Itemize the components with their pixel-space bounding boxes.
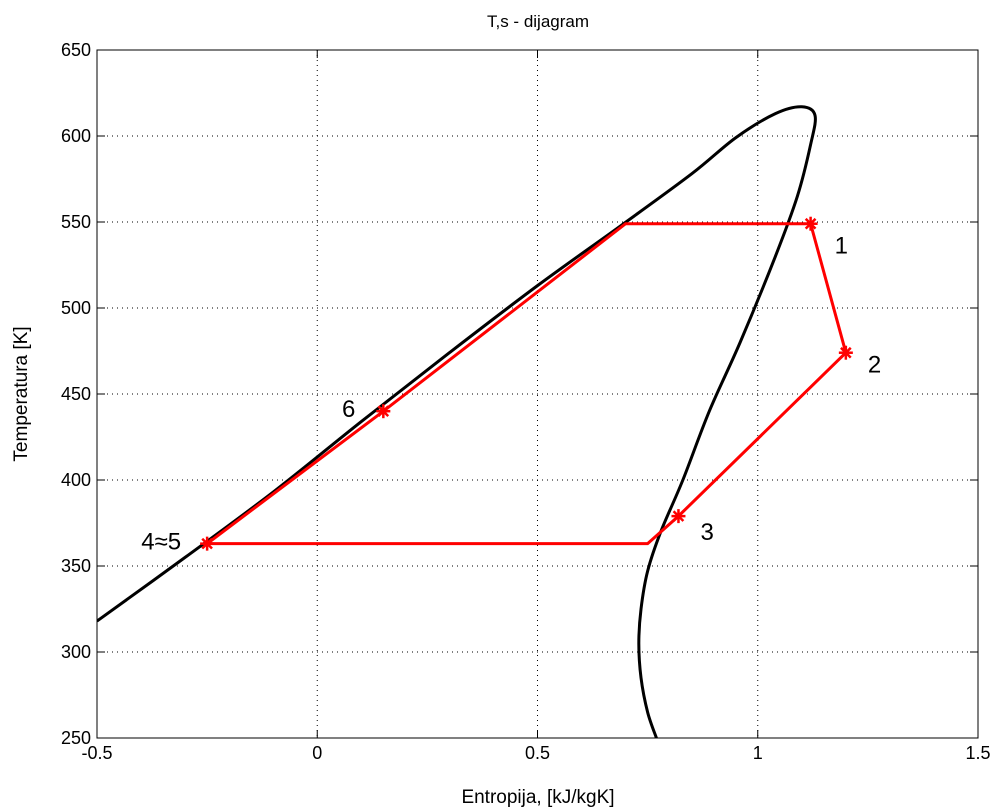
point-label: 3 bbox=[700, 519, 713, 546]
x-tick-label: 1.5 bbox=[965, 743, 990, 763]
y-tick-label: 650 bbox=[61, 40, 91, 60]
marker-stroke bbox=[377, 405, 390, 417]
marker-stroke bbox=[804, 217, 817, 230]
x-tick-label: 0.5 bbox=[525, 743, 550, 763]
grid bbox=[97, 50, 978, 738]
y-tick-label: 250 bbox=[61, 728, 91, 748]
saturation-curve-line bbox=[97, 105, 817, 738]
point-marker bbox=[838, 345, 853, 360]
x-tick-label: 1 bbox=[753, 743, 763, 763]
x-axis-title: Entropija, [kJ/kgK] bbox=[461, 787, 614, 808]
point-label: 2 bbox=[868, 352, 881, 379]
x-tick-label: 0 bbox=[312, 743, 322, 763]
chart-title: T,s - dijagram bbox=[487, 12, 589, 31]
point-marker bbox=[803, 216, 818, 231]
y-tick-label: 300 bbox=[61, 642, 91, 662]
marker-stroke bbox=[201, 537, 213, 550]
point-label: 6 bbox=[342, 396, 355, 423]
point-label: 4≈5 bbox=[141, 529, 181, 556]
y-tick-label: 450 bbox=[61, 384, 91, 404]
point-marker bbox=[376, 404, 391, 419]
point-marker bbox=[671, 509, 686, 524]
marker-stroke bbox=[840, 346, 852, 359]
y-tick-label: 600 bbox=[61, 126, 91, 146]
y-tick-label: 400 bbox=[61, 470, 91, 490]
cycle-line bbox=[202, 222, 848, 546]
plot-lines bbox=[97, 105, 848, 738]
x-tick-label: -0.5 bbox=[81, 743, 112, 763]
y-tick-label: 350 bbox=[61, 556, 91, 576]
point-labels: 1 2 3 4≈5 6 bbox=[141, 233, 881, 556]
y-tick-label: 550 bbox=[61, 212, 91, 232]
point-label: 1 bbox=[835, 233, 848, 260]
marker-stroke bbox=[672, 510, 685, 522]
y-axis-title: Temperatura [K] bbox=[11, 326, 32, 461]
y-tick-label: 500 bbox=[61, 298, 91, 318]
point-marker bbox=[200, 536, 215, 551]
point-markers bbox=[200, 216, 853, 551]
axis-ticks: -0.5 0 0.5 1 1.5 250 300 350 400 450 500 550 600 650 bbox=[61, 40, 991, 763]
